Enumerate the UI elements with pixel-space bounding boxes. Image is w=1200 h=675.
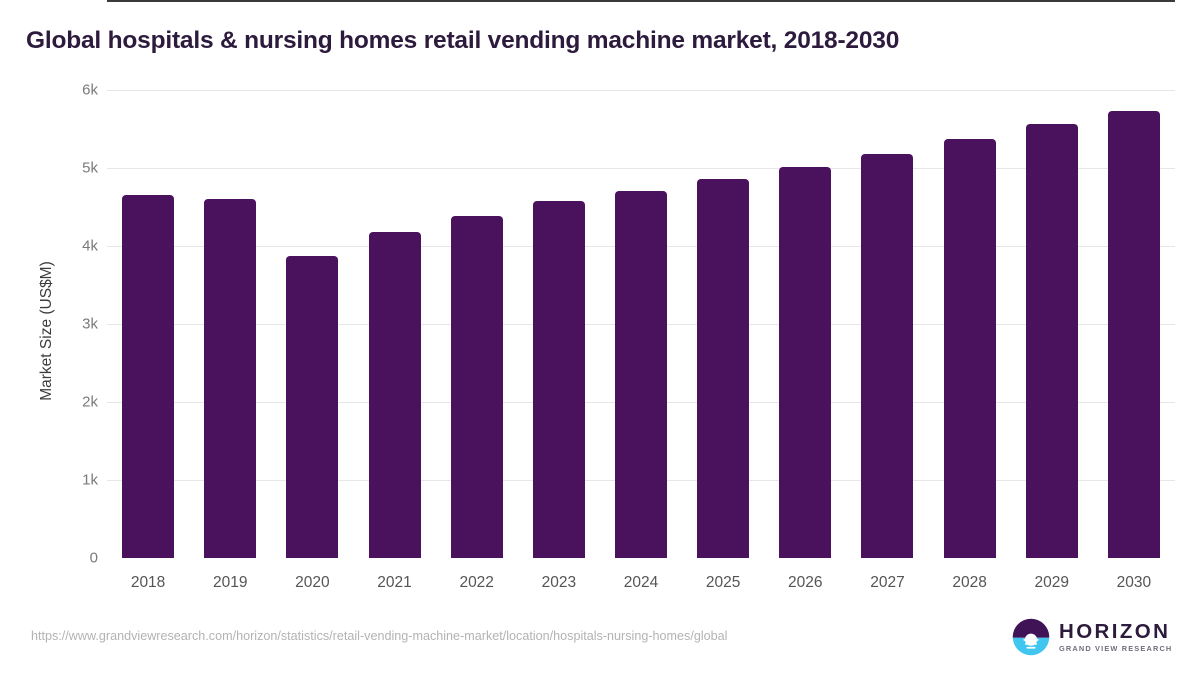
bar[interactable] [943,139,996,558]
horizon-circle-icon [1012,618,1050,656]
y-axis-tick-label: 5k [82,159,98,177]
x-axis-line [107,0,1175,2]
bar[interactable] [697,178,750,558]
x-axis-tick-label: 2022 [459,574,494,591]
bar[interactable] [368,231,421,558]
bar[interactable] [861,153,914,558]
x-axis-tick-label: 2028 [952,574,987,591]
y-axis-tick-label: 0 [89,549,98,567]
y-axis-tick-label: 3k [82,315,98,333]
gridline [107,90,1175,91]
x-axis-tick-label: 2029 [1034,574,1070,591]
bar[interactable] [779,167,832,558]
gridline [107,168,1175,169]
y-axis-tick-label: 1k [82,471,98,489]
y-axis-tick-label: 2k [82,393,98,411]
x-axis-tick-label: 2023 [541,574,577,591]
x-axis-tick-label: 2018 [130,574,166,591]
page-title: Global hospitals & nursing homes retail … [26,27,900,54]
bar[interactable] [615,190,667,558]
x-axis-tick-label: 2024 [623,574,659,591]
x-axis-tick-label: 2020 [295,574,330,591]
source-url[interactable]: https://www.grandviewresearch.com/horizo… [31,629,728,643]
bar[interactable] [1107,111,1160,558]
y-axis-ticks: 0 1k 2k 3k 4k 5k 6k [36,0,98,675]
y-axis-tick-label: 4k [82,237,98,255]
bar[interactable] [532,200,585,558]
bar[interactable] [204,199,257,558]
x-axis-tick-label: 2027 [870,574,905,591]
x-axis-tick-label: 2025 [705,574,741,591]
logo-tagline: GRAND VIEW RESEARCH [1059,644,1173,654]
bar[interactable] [286,256,339,558]
x-axis-tick-label: 2021 [377,574,412,591]
x-axis-tick-label: 2030 [1116,574,1152,591]
x-axis-tick-label: 2026 [788,574,823,591]
x-axis-tick-label: 2019 [212,574,248,591]
horizon-logo[interactable]: HORIZON GRAND VIEW RESEARCH [1012,618,1172,656]
logo-word: HORIZON [1059,619,1171,643]
y-axis-tick-label: 6k [82,81,98,99]
bar[interactable] [122,195,175,558]
bar[interactable] [1025,123,1078,558]
bar[interactable] [450,216,503,558]
logo-wordmark: HORIZON GRAND VIEW RESEARCH [1059,619,1173,654]
